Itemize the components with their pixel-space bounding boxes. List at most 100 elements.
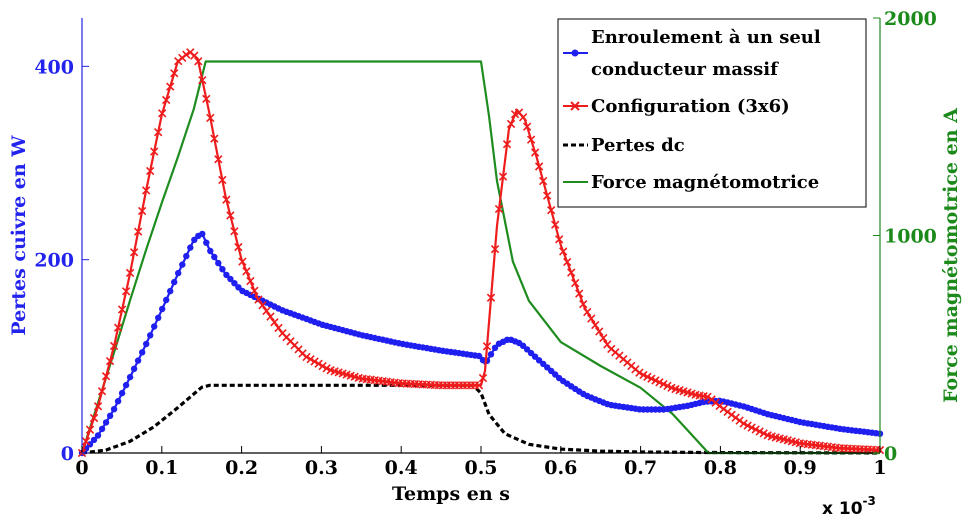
data-point bbox=[175, 269, 182, 277]
x-tick-label: 0.9 bbox=[784, 457, 817, 479]
data-point bbox=[191, 236, 198, 243]
legend-label: Enroulement à un seul bbox=[591, 27, 821, 48]
legend-marker bbox=[571, 49, 579, 57]
data-point bbox=[167, 287, 174, 295]
data-point bbox=[314, 359, 323, 368]
data-point bbox=[133, 227, 143, 236]
legend-label: Configuration (3x6) bbox=[591, 96, 790, 117]
series-line bbox=[81, 383, 881, 455]
data-point bbox=[183, 252, 190, 260]
series-3 bbox=[80, 60, 880, 455]
data-point bbox=[166, 82, 175, 91]
data-point bbox=[113, 323, 123, 332]
data-point bbox=[526, 135, 536, 144]
x-tick-label: 0.2 bbox=[225, 457, 258, 479]
legend-entry: Configuration (3x6) bbox=[563, 96, 790, 117]
x-tick-label: 0 bbox=[75, 457, 88, 479]
data-point bbox=[94, 432, 102, 439]
y-left-tick-label: 0 bbox=[61, 443, 74, 465]
data-point bbox=[318, 361, 327, 371]
data-point bbox=[751, 425, 760, 434]
data-point bbox=[227, 275, 234, 283]
legend-label: Pertes dc bbox=[591, 135, 685, 156]
x-tick-label: 0.3 bbox=[305, 457, 338, 479]
data-point bbox=[154, 127, 163, 137]
data-point bbox=[199, 230, 206, 238]
data-point bbox=[101, 372, 111, 381]
data-point bbox=[122, 381, 130, 389]
data-point bbox=[478, 373, 488, 383]
data-point bbox=[579, 299, 588, 309]
y-right-tick-label: 1000 bbox=[884, 226, 937, 248]
data-point bbox=[90, 436, 98, 444]
data-point bbox=[182, 50, 191, 59]
data-point bbox=[98, 425, 106, 433]
data-point bbox=[482, 342, 492, 351]
data-point bbox=[491, 344, 499, 351]
x-scale-base: x 10 bbox=[822, 499, 863, 519]
data-point bbox=[535, 357, 543, 364]
data-point bbox=[85, 425, 95, 434]
data-point bbox=[599, 333, 608, 343]
data-point bbox=[179, 261, 186, 268]
data-point bbox=[163, 296, 170, 304]
data-point bbox=[567, 268, 576, 277]
data-point bbox=[502, 140, 512, 149]
data-point bbox=[258, 301, 267, 310]
data-point bbox=[105, 356, 115, 366]
data-point bbox=[591, 320, 600, 330]
data-point bbox=[487, 351, 495, 358]
data-point bbox=[155, 314, 162, 321]
data-point bbox=[109, 341, 119, 351]
data-point bbox=[559, 247, 568, 256]
data-point bbox=[250, 286, 259, 295]
data-point bbox=[151, 323, 158, 330]
data-point bbox=[202, 94, 211, 104]
data-point bbox=[187, 244, 194, 251]
y-left-tick-label: 400 bbox=[34, 56, 74, 78]
data-point bbox=[238, 257, 247, 266]
data-point bbox=[234, 242, 243, 252]
data-point bbox=[254, 295, 263, 304]
data-point bbox=[543, 191, 552, 200]
data-point bbox=[755, 427, 764, 436]
data-point bbox=[206, 113, 215, 123]
data-point bbox=[134, 357, 142, 364]
series-2 bbox=[81, 383, 881, 455]
x-tick-label: 0.5 bbox=[464, 457, 497, 479]
y-left-tick-label: 200 bbox=[34, 250, 74, 272]
data-point bbox=[490, 244, 500, 254]
data-point bbox=[203, 239, 210, 246]
legend-marker bbox=[570, 101, 580, 111]
data-point bbox=[198, 75, 207, 85]
data-point bbox=[522, 122, 532, 131]
data-point bbox=[739, 419, 748, 428]
data-point bbox=[306, 355, 315, 364]
x-scale-note: x 10-3 bbox=[822, 494, 876, 519]
data-point bbox=[747, 423, 756, 432]
x-tick-label: 0.4 bbox=[385, 457, 418, 479]
data-point bbox=[219, 266, 226, 273]
y-right-axis-title: Force magnétomotrice en A bbox=[940, 108, 962, 403]
x-tick-label: 0.1 bbox=[145, 457, 178, 479]
data-point bbox=[97, 387, 107, 396]
x-tick-label: 1 bbox=[873, 457, 886, 479]
data-point bbox=[102, 419, 110, 426]
legend-label: Force magnétomotrice bbox=[591, 172, 819, 193]
data-point bbox=[117, 305, 127, 314]
data-point bbox=[230, 227, 239, 236]
data-point bbox=[129, 248, 139, 257]
data-point bbox=[150, 147, 159, 156]
data-point bbox=[563, 257, 572, 267]
data-point bbox=[534, 162, 544, 171]
legend-entries: Enroulement à un seul conducteur massif Co… bbox=[563, 27, 821, 193]
data-point bbox=[226, 211, 235, 220]
data-point bbox=[171, 278, 178, 286]
data-point bbox=[530, 148, 540, 157]
data-point bbox=[575, 289, 584, 298]
data-point bbox=[538, 176, 548, 186]
data-point bbox=[518, 113, 528, 122]
legend-box bbox=[557, 18, 867, 208]
data-point bbox=[555, 235, 564, 244]
ticks-layer: 0 0.1 0.2 0.3 0.4 0.5 0.6 0.7 0.8 0.9 102004000100… bbox=[34, 8, 937, 479]
